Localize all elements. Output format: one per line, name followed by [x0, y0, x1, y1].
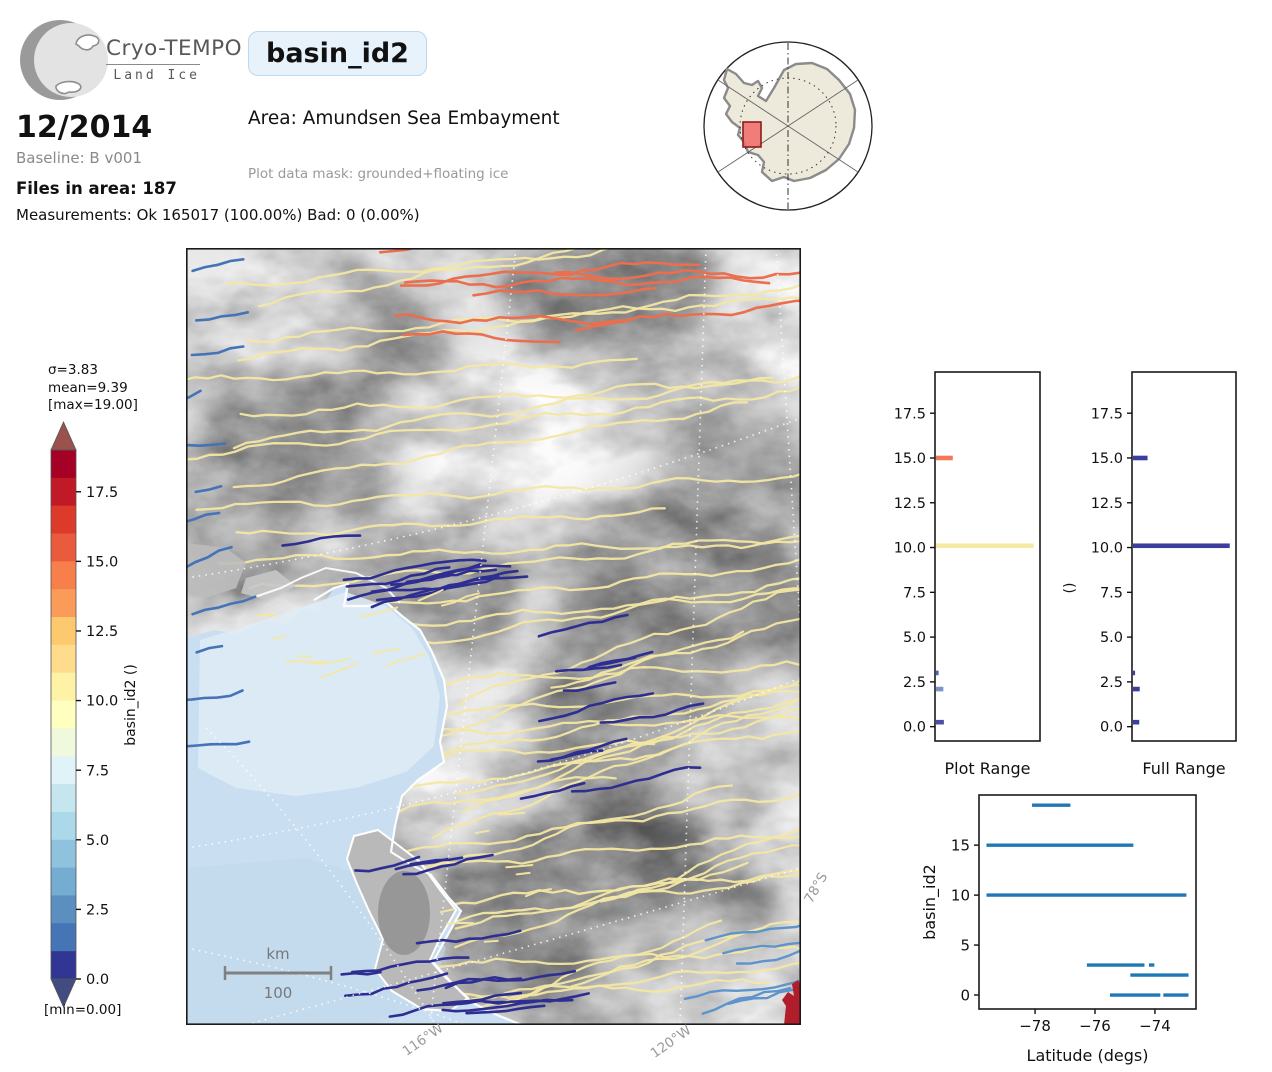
svg-text:5.0: 5.0 [903, 630, 926, 646]
svg-text:12.5: 12.5 [86, 624, 118, 640]
stat-mean: mean=9.39 [48, 379, 128, 396]
coastline-white-north [245, 566, 401, 604]
svg-text:17.5: 17.5 [86, 485, 118, 501]
svg-text:7.5: 7.5 [903, 585, 926, 601]
svg-text:−78: −78 [1019, 1017, 1051, 1035]
svg-text:15.0: 15.0 [1091, 451, 1123, 467]
svg-text:Latitude (degs): Latitude (degs) [1027, 1046, 1149, 1065]
map-graticule [186, 248, 801, 1025]
plot-range-histogram: 0.0 2.5 5.0 7.5 10.0 12.5 15.0 17.5 Plot Range [870, 355, 1060, 785]
svg-text:5.0: 5.0 [1100, 630, 1123, 646]
scalebar-unit: km [266, 945, 289, 963]
svg-text:7.5: 7.5 [1100, 585, 1123, 601]
map-lon-label-116w: 116°W [399, 1020, 447, 1060]
inset-graticule-diagonal-2 [717, 79, 859, 173]
svg-text:−76: −76 [1079, 1017, 1111, 1035]
svg-text:0.0: 0.0 [903, 720, 926, 736]
svg-text:10.0: 10.0 [86, 694, 118, 710]
logo-title: Cryo-TEMPO [106, 36, 243, 61]
inset-area-highlight [742, 121, 762, 148]
map-canvas: km 100 [186, 248, 801, 1025]
svg-text:7.5: 7.5 [86, 763, 109, 779]
area-label: Area: Amundsen Sea Embayment [248, 108, 560, 129]
colorbar-stats: σ=3.83 mean=9.39 [max=19.00] [48, 362, 138, 415]
colorbar: 0.0 2.5 5.0 7.5 10.0 12.5 15.0 17.5 [28, 358, 198, 1018]
svg-text:5.0: 5.0 [86, 833, 109, 849]
svg-text:0: 0 [960, 986, 970, 1004]
red-track-patch [782, 980, 801, 1025]
logo-subtitle: Land Ice [113, 68, 200, 83]
svg-text:0.0: 0.0 [1100, 720, 1123, 736]
satellite-tracks-cold [186, 258, 801, 1018]
coastal-terrain-left [186, 543, 246, 598]
logo-antarctica-outline [55, 80, 82, 95]
svg-text:Full Range: Full Range [1142, 759, 1225, 778]
ocean-area-light [198, 592, 440, 796]
svg-text:2.5: 2.5 [1100, 675, 1123, 691]
coastline-white-east [313, 582, 523, 1025]
inset-latitude-circle [739, 77, 837, 175]
files-in-area: Files in area: 187 [16, 179, 177, 198]
svg-text:basin_id2: basin_id2 [920, 864, 940, 940]
svg-text:12.5: 12.5 [894, 496, 926, 512]
svg-text:17.5: 17.5 [894, 406, 926, 422]
baseline-label: Baseline: B v001 [16, 149, 142, 167]
svg-text:5: 5 [960, 936, 970, 954]
logo-divider [106, 64, 200, 65]
svg-text:−74: −74 [1139, 1017, 1171, 1035]
svg-text:2.5: 2.5 [903, 675, 926, 691]
svg-text:(): () [1062, 583, 1078, 594]
inset-antarctica-shape [722, 61, 857, 183]
antarctica-locator-inset [703, 41, 873, 211]
stat-max: [max=19.00] [48, 397, 138, 413]
measurements-summary: Measurements: Ok 165017 (100.00%) Bad: 0… [16, 206, 420, 224]
stat-sigma: σ=3.83 [48, 362, 98, 378]
svg-text:15: 15 [951, 836, 970, 854]
svg-text:10.0: 10.0 [894, 541, 926, 557]
svg-text:15.0: 15.0 [86, 554, 118, 570]
scalebar-value: 100 [264, 984, 293, 1002]
svg-text:12.5: 12.5 [1091, 496, 1123, 512]
cryo-tempo-logo-icon [20, 20, 108, 100]
svg-text:0.0: 0.0 [86, 972, 109, 988]
main-map: km 100 [186, 248, 802, 1026]
stat-min: [min=0.00] [44, 1002, 122, 1018]
svg-text:10.0: 10.0 [1091, 541, 1123, 557]
svg-text:2.5: 2.5 [86, 902, 109, 918]
svg-text:10: 10 [951, 886, 970, 904]
report-date: 12/2014 [16, 110, 153, 145]
svg-text:17.5: 17.5 [1091, 406, 1123, 422]
parameter-badge: basin_id2 [248, 31, 427, 76]
latitude-scatter-plot: 0 5 10 15 −78 −76 −74 Latitude (degs) basin_id2 [915, 778, 1215, 1068]
map-scalebar: km 100 [223, 945, 333, 1002]
logo-greenland-outline [75, 34, 100, 51]
svg-text:15.0: 15.0 [894, 451, 926, 467]
peninsula-shading [378, 871, 430, 955]
map-lat-label-78s: 78°S [801, 869, 832, 907]
plot-data-mask-label: Plot data mask: grounded+floating ice [248, 166, 509, 182]
map-border [186, 248, 802, 1026]
coastal-terrain-left-2 [241, 570, 296, 600]
full-range-histogram: 0.0 2.5 5.0 7.5 10.0 12.5 15.0 17.5 Full Range () [1060, 355, 1260, 785]
map-lon-label-120w: 120°W [647, 1022, 695, 1062]
svg-text:Plot Range: Plot Range [945, 759, 1031, 778]
colorbar-axis-label: basin_id2 () [123, 664, 139, 746]
